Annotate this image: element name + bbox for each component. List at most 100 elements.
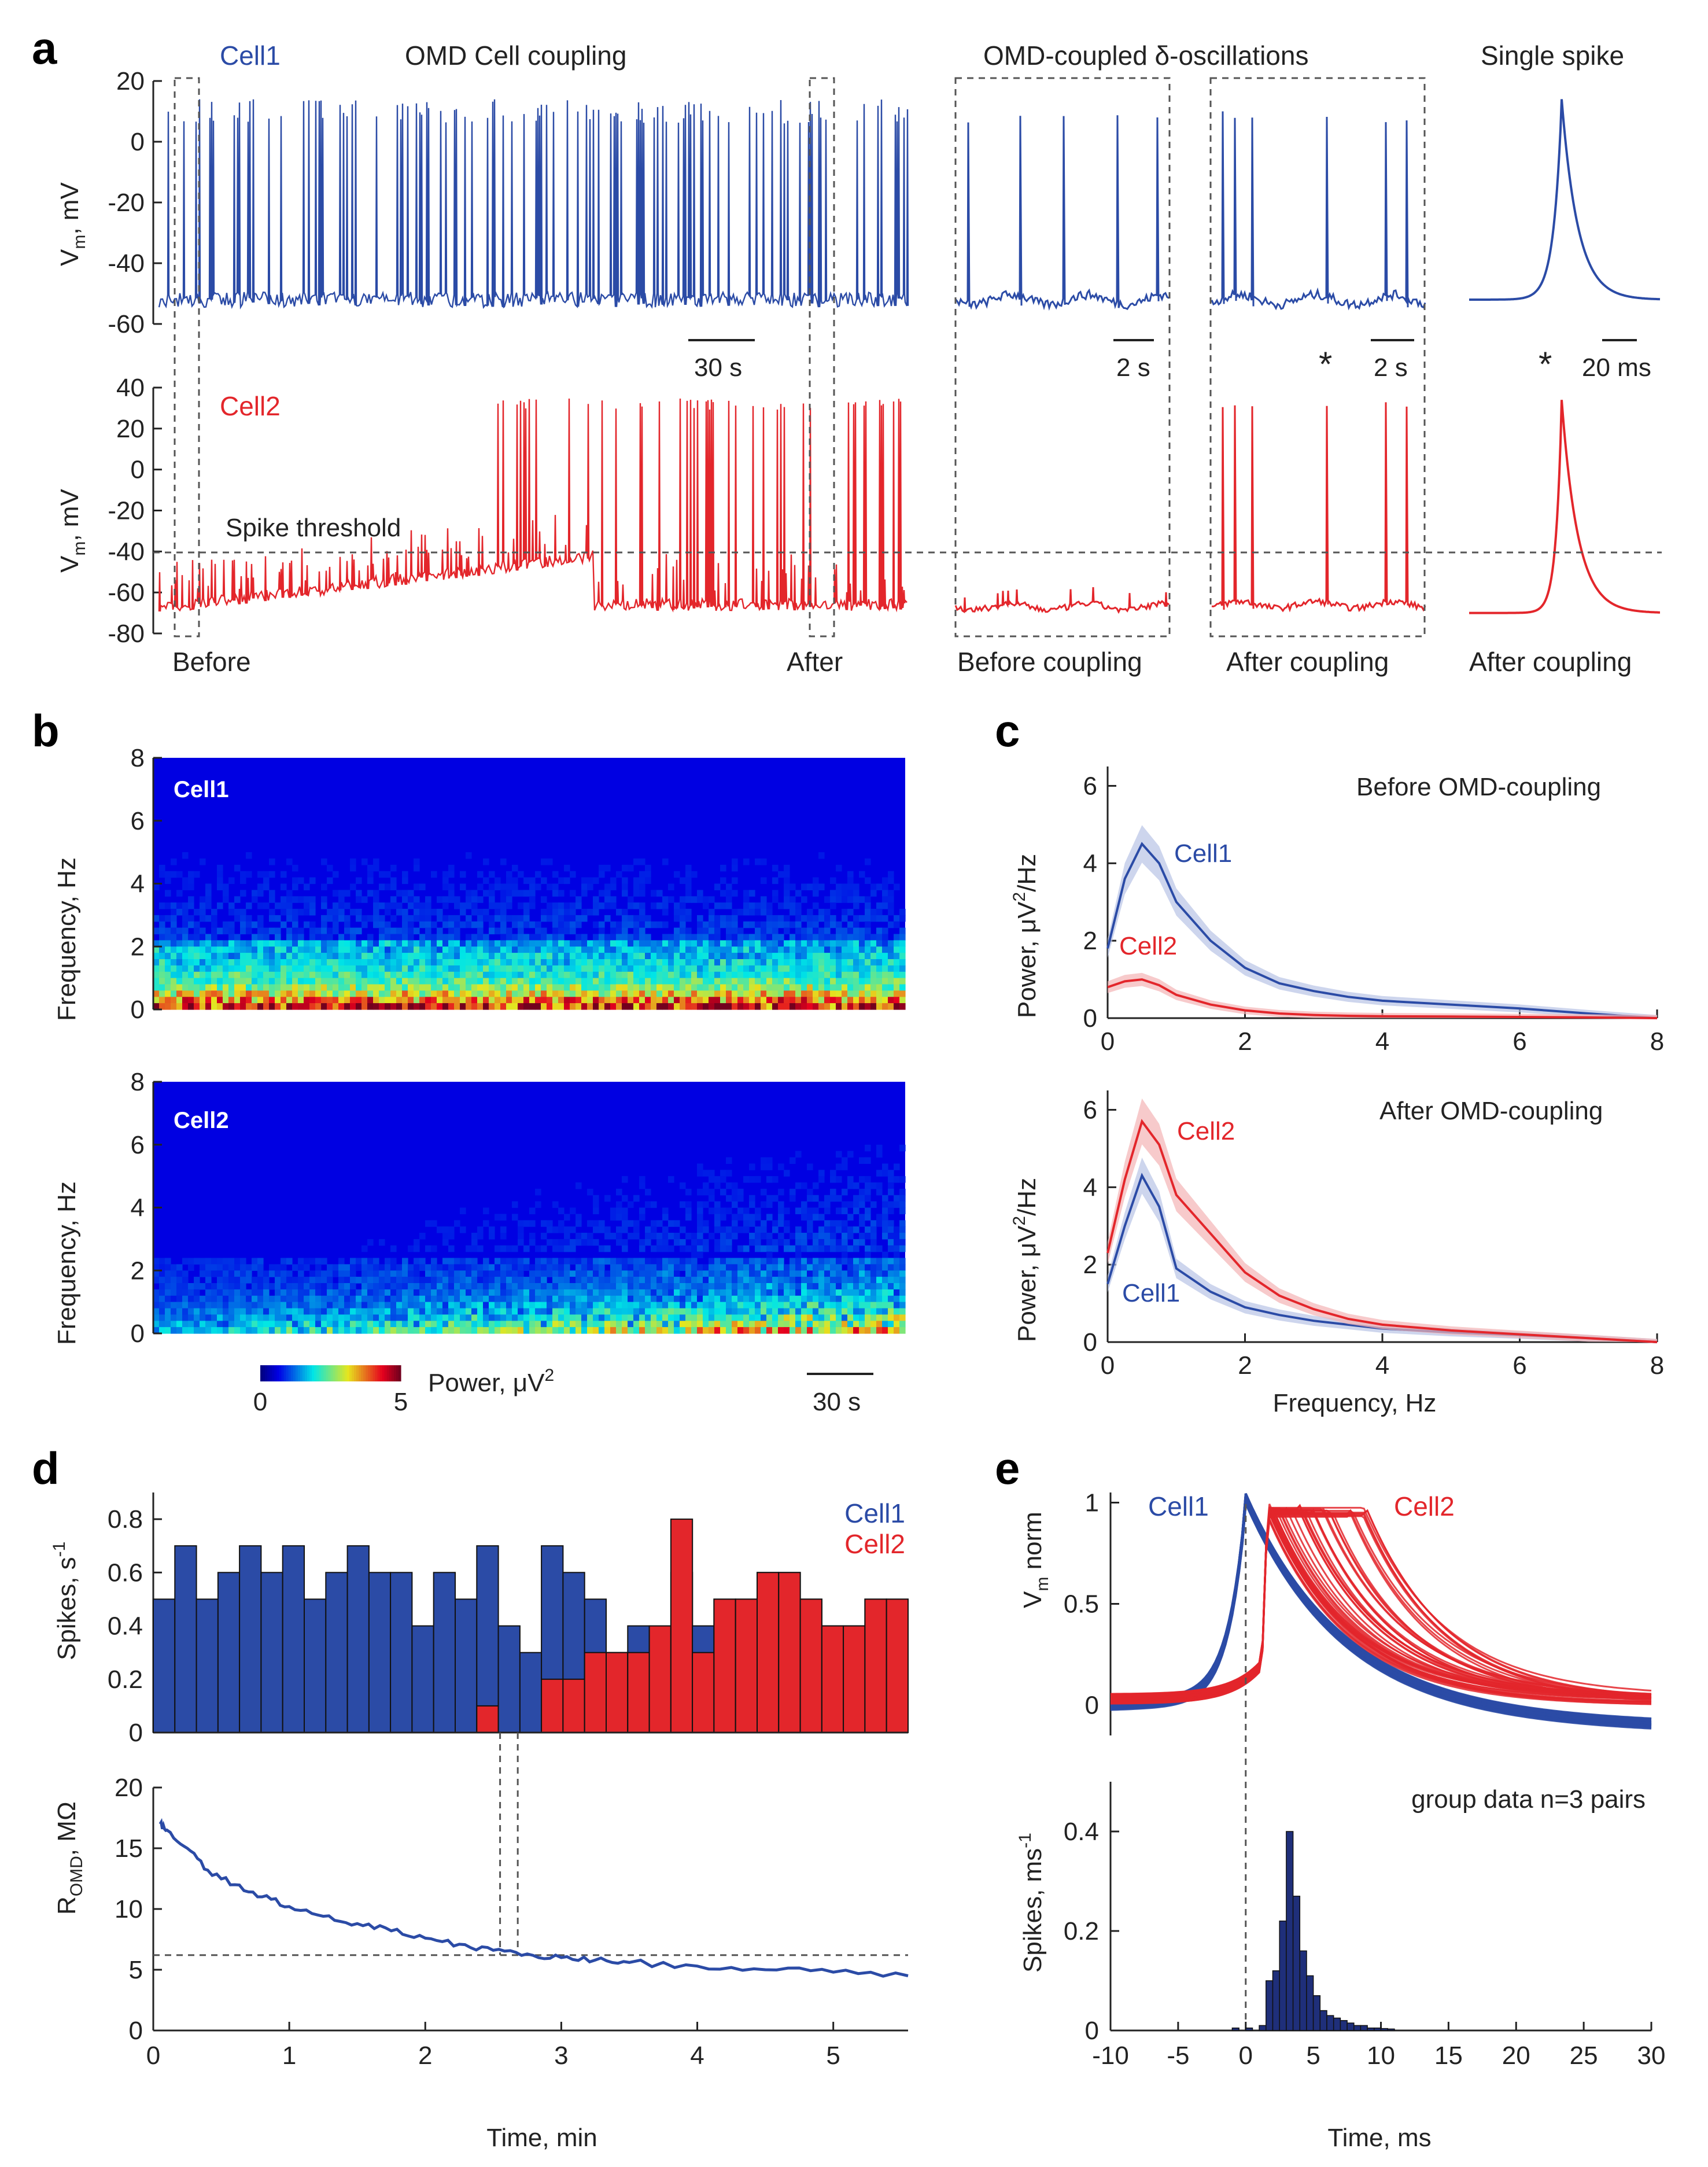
- spectrogram-cell: [298, 984, 304, 991]
- spectrogram-cell: [697, 1251, 703, 1259]
- spectrogram-cell: [749, 997, 755, 1004]
- panel-a-cell1-label: Cell1: [220, 40, 281, 71]
- spectrogram-cell: [281, 871, 287, 878]
- spectrogram-cell: [732, 1003, 738, 1010]
- spectrogram-cell: [442, 953, 449, 960]
- spectrogram-cell: [795, 890, 802, 897]
- spectrogram-cell: [766, 927, 773, 935]
- spectrogram-cell: [315, 953, 322, 960]
- spectrogram-cell: [691, 896, 698, 903]
- spectrogram-cell: [471, 971, 478, 979]
- spectrogram-cell: [790, 1270, 796, 1277]
- spectrogram-cell: [720, 971, 726, 979]
- spectrogram-cell: [599, 1258, 605, 1265]
- spectrogram-cell: [414, 940, 420, 947]
- tick-label: 0: [131, 456, 145, 484]
- spectrogram-cell: [564, 864, 570, 872]
- spectrogram-cell: [842, 1277, 848, 1284]
- spectrogram-cell: [292, 921, 298, 928]
- spectrogram-cell: [495, 1270, 501, 1277]
- spectrogram-cell: [824, 934, 831, 941]
- spectrogram-cell: [425, 1302, 431, 1309]
- spectrogram-cell: [506, 1321, 512, 1328]
- spectrogram-cell: [165, 978, 171, 985]
- spectrogram-cell: [414, 984, 420, 991]
- spectrogram-cell: [651, 1258, 657, 1265]
- spectrogram-cell: [309, 1283, 316, 1290]
- spectrogram-cell: [529, 953, 536, 960]
- spectrogram-cell: [454, 978, 460, 985]
- spectrogram-cell: [616, 984, 622, 991]
- spectrogram-cell: [327, 940, 333, 947]
- spectrogram-cell: [899, 915, 906, 922]
- spectrogram-cell: [680, 902, 686, 909]
- spectrogram-cell: [824, 921, 831, 928]
- cell1-bar: [368, 1572, 392, 1734]
- spectrogram-cell: [899, 1264, 906, 1271]
- spectrogram-cell: [714, 997, 721, 1004]
- tick-label: 6: [1083, 1096, 1097, 1124]
- spectrogram-cell: [466, 1003, 472, 1010]
- spectrogram-cell: [460, 1289, 466, 1296]
- spectrogram-cell: [500, 1314, 507, 1321]
- spectrogram-cell: [876, 1289, 883, 1296]
- cell2-spike-trace: [1110, 1511, 1652, 1700]
- spectrogram-cell: [818, 909, 825, 916]
- spectrogram-cell: [859, 984, 865, 991]
- spectrogram-cell: [252, 1308, 258, 1315]
- spectrogram-cell: [518, 1239, 524, 1246]
- spectrogram-cell: [379, 915, 385, 922]
- spectrogram-cell: [633, 883, 640, 890]
- spectrogram-cell: [419, 1233, 426, 1240]
- spectrogram-cell: [176, 940, 183, 947]
- spectrogram-cell: [807, 1327, 813, 1334]
- spectrogram-cell: [564, 1264, 570, 1271]
- spectrogram-cell: [541, 1277, 547, 1284]
- spectrogram-cell: [205, 1321, 212, 1328]
- spectrogram-cell: [720, 1327, 726, 1334]
- spectrogram-cell: [668, 1308, 674, 1315]
- spectrogram-cell: [321, 1321, 327, 1328]
- colorbar-step: [293, 1365, 296, 1381]
- spectrogram-cell: [628, 1314, 634, 1321]
- spectrogram-cell: [616, 997, 622, 1004]
- latency-bar: [1333, 2017, 1341, 2031]
- spectrogram-cell: [483, 971, 489, 979]
- spectrogram-cell: [865, 915, 871, 922]
- spectrogram-cell: [448, 1327, 455, 1334]
- spectrogram-cell: [622, 1308, 628, 1315]
- spectrogram-cell: [367, 1289, 374, 1296]
- spectrogram-cell: [373, 959, 379, 966]
- spectrogram-cell: [541, 1302, 547, 1309]
- tick-label: -40: [108, 249, 145, 278]
- spectrogram-cell: [361, 915, 368, 922]
- panel-e-cell2-label: Cell2: [1394, 1491, 1455, 1521]
- spectrogram-cell: [830, 896, 836, 903]
- spectrogram-cell: [824, 1289, 831, 1296]
- spectrogram-cell: [437, 1003, 443, 1010]
- spectrogram-cell: [402, 990, 408, 997]
- spectrogram-cell: [761, 953, 767, 960]
- spectrogram-cell: [593, 965, 599, 972]
- spectrogram-cell: [338, 1258, 345, 1265]
- spectrogram-cell: [628, 1258, 634, 1265]
- spectrogram-cell: [628, 1321, 634, 1328]
- spectrogram-cell: [390, 984, 397, 991]
- spectrogram-cell: [680, 940, 686, 947]
- spectrogram-cell: [506, 1314, 512, 1321]
- spectrogram-cell: [737, 953, 744, 960]
- panel-a-cell2-ylabel: Vm, mV: [56, 489, 89, 573]
- tick-label: 2: [1083, 1251, 1097, 1279]
- spectrogram-cell: [743, 902, 750, 909]
- spectrogram-cell: [616, 1214, 622, 1221]
- spectrogram-cell: [414, 1270, 420, 1277]
- spectrogram-cell: [830, 1321, 836, 1328]
- spectrogram-cell: [153, 883, 160, 890]
- spectrogram-cell: [743, 984, 750, 991]
- spectrogram-cell: [367, 877, 374, 885]
- colorbar-step: [286, 1365, 289, 1381]
- spectrogram-cell: [269, 971, 275, 979]
- spectrogram-cell: [228, 990, 235, 997]
- spectrogram-cell: [558, 1289, 565, 1296]
